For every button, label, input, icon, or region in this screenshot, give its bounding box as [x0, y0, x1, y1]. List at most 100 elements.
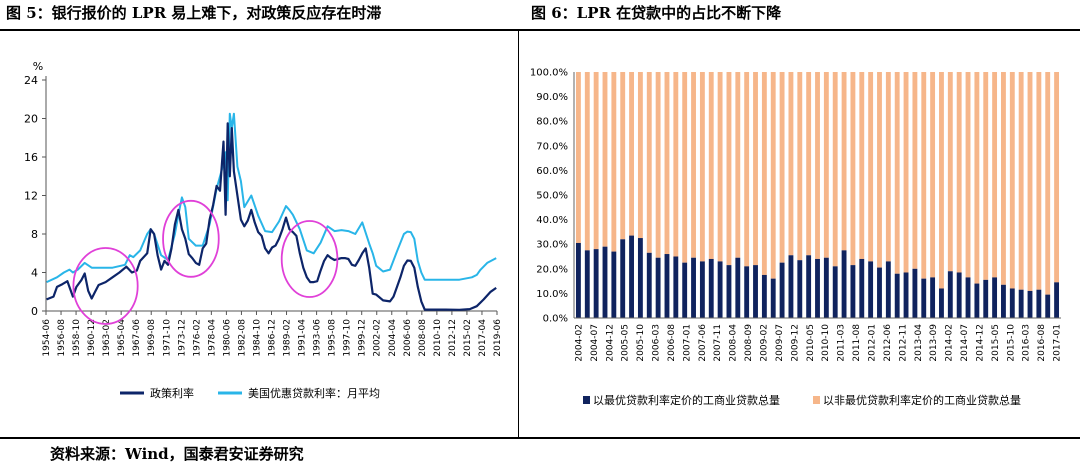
y-tick-label: 24 — [24, 74, 38, 87]
benchmark-share-bar — [637, 238, 643, 318]
non-benchmark-share-bar — [1054, 72, 1060, 283]
benchmark-share-bar — [761, 274, 767, 318]
benchmark-share-bar — [584, 250, 590, 318]
left-figure-title: 图 5：银行报价的 LPR 易上难下，对政策反应存在时滞 — [6, 4, 382, 22]
x-tick-label: 1963-02 — [102, 319, 112, 357]
legend-non-benchmark-swatch — [813, 396, 820, 404]
x-tick-label: 1958-10 — [72, 319, 82, 357]
benchmark-share-bar — [1009, 288, 1015, 318]
non-benchmark-share-bar — [788, 72, 794, 256]
non-benchmark-share-bar — [593, 72, 599, 250]
benchmark-share-bar — [939, 288, 944, 318]
benchmark-share-bar — [753, 265, 758, 318]
source-note: 资料来源：Wind，国泰君安证券研究 — [50, 445, 304, 463]
non-benchmark-share-bar — [575, 72, 581, 243]
non-benchmark-share-bar — [983, 72, 989, 280]
x-tick-label: 2015-02 — [463, 319, 473, 357]
x-tick-label: 1997-10 — [343, 319, 353, 357]
benchmark-share-bar — [868, 261, 874, 318]
y-tick-label: 80.0% — [536, 117, 568, 128]
benchmark-share-bar — [1027, 290, 1033, 318]
benchmark-share-bar — [841, 250, 847, 318]
x-tick-label: 2012-12 — [448, 319, 458, 357]
x-tick-label: 2011-08 — [852, 324, 862, 362]
non-benchmark-share-bar — [611, 72, 617, 252]
x-tick-label: 2013-04 — [914, 324, 924, 362]
benchmark-share-bar — [877, 267, 882, 318]
non-benchmark-share-bar — [682, 72, 688, 263]
non-benchmark-share-bar — [1018, 72, 1024, 290]
x-tick-label: 2010-05 — [806, 324, 816, 362]
non-benchmark-share-bar — [956, 72, 962, 273]
y-tick-label: 40.0% — [536, 215, 568, 226]
non-benchmark-share-bar — [1036, 72, 1042, 290]
benchmark-share-bar — [744, 266, 750, 318]
x-tick-label: 2008-04 — [729, 324, 739, 362]
non-benchmark-share-bar — [717, 72, 723, 262]
y-tick-label: 60.0% — [536, 166, 568, 177]
y-tick-label: 0.0% — [543, 314, 568, 325]
non-benchmark-share-bar — [699, 72, 705, 262]
benchmark-share-bar — [699, 261, 705, 318]
non-benchmark-share-bar — [779, 72, 785, 263]
benchmark-share-bar — [832, 266, 838, 318]
x-tick-label: 1999-12 — [358, 319, 368, 357]
highlight-circle — [72, 247, 139, 325]
benchmark-share-bar — [894, 273, 900, 318]
benchmark-share-bar — [655, 257, 661, 318]
non-benchmark-share-bar — [664, 72, 670, 255]
benchmark-share-bar — [947, 271, 953, 318]
benchmark-share-bar — [983, 279, 989, 318]
x-tick-label: 2015-05 — [991, 324, 1001, 362]
lpr-rate-line-chart: % 0 4 8 12 16 20 24 1954-06 1956-08 1958-10 1960-12… — [24, 60, 503, 400]
non-benchmark-share-bar — [868, 72, 874, 262]
non-benchmark-share-bar — [1001, 72, 1006, 285]
non-benchmark-share-bar — [912, 72, 918, 269]
benchmark-share-bar — [1045, 294, 1051, 318]
x-tick-label: 2016-08 — [1037, 324, 1047, 362]
x-tick-label: 2004-04 — [388, 319, 398, 357]
x-tick-label: 2006-08 — [667, 324, 677, 362]
non-benchmark-share-bar — [885, 72, 891, 262]
x-tick-label: 2012-01 — [867, 324, 877, 362]
benchmark-share-bar — [717, 261, 723, 318]
benchmark-share-bar — [770, 278, 776, 318]
x-tick-label: 2004-02 — [574, 324, 584, 362]
non-benchmark-share-bar — [691, 72, 696, 258]
y-tick-label: 20.0% — [536, 264, 568, 275]
x-tick-label: 1976-02 — [192, 319, 202, 357]
benchmark-share-bar — [815, 258, 820, 318]
benchmark-share-bar — [735, 257, 741, 318]
non-benchmark-share-bar — [637, 72, 643, 239]
benchmark-share-bar — [788, 255, 794, 318]
non-benchmark-share-bar — [815, 72, 820, 259]
non-benchmark-share-bar — [1009, 72, 1015, 289]
non-benchmark-share-bar — [921, 72, 927, 279]
non-benchmark-share-bar — [726, 72, 732, 266]
legend-benchmark-swatch — [583, 396, 590, 404]
x-tick-label: 2008-08 — [418, 319, 428, 357]
non-benchmark-share-bar — [655, 72, 661, 258]
benchmark-share-bar — [611, 251, 617, 318]
benchmark-share-bar — [859, 258, 865, 318]
non-benchmark-share-bar — [939, 72, 944, 289]
benchmark-share-bar — [691, 257, 696, 318]
y-axis-unit-label: % — [33, 60, 43, 73]
non-benchmark-share-bar — [673, 72, 679, 257]
x-tick-label: 1982-08 — [237, 319, 247, 357]
benchmark-share-bar — [682, 262, 688, 318]
benchmark-share-bar — [956, 272, 962, 318]
non-benchmark-share-bar — [629, 72, 634, 236]
legend-non-benchmark-label: 以非最优贷款利率定价的工商业贷款总量 — [823, 393, 1021, 407]
benchmark-share-bar — [629, 235, 634, 318]
y-tick-label: 12 — [24, 190, 38, 203]
lpr-rate-chart-panel: % 0 4 8 12 16 20 24 1954-06 1956-08 1958-10 1960-12… — [0, 31, 518, 437]
x-tick-label: 1984-10 — [252, 319, 262, 357]
non-benchmark-share-bar — [965, 72, 971, 278]
non-benchmark-share-bar — [806, 72, 812, 256]
bottom-divider — [0, 437, 1080, 439]
non-benchmark-share-bar — [620, 72, 626, 240]
non-benchmark-share-bar — [894, 72, 900, 274]
x-tick-label: 2007-06 — [698, 324, 708, 362]
x-tick-label: 2009-12 — [790, 324, 800, 362]
